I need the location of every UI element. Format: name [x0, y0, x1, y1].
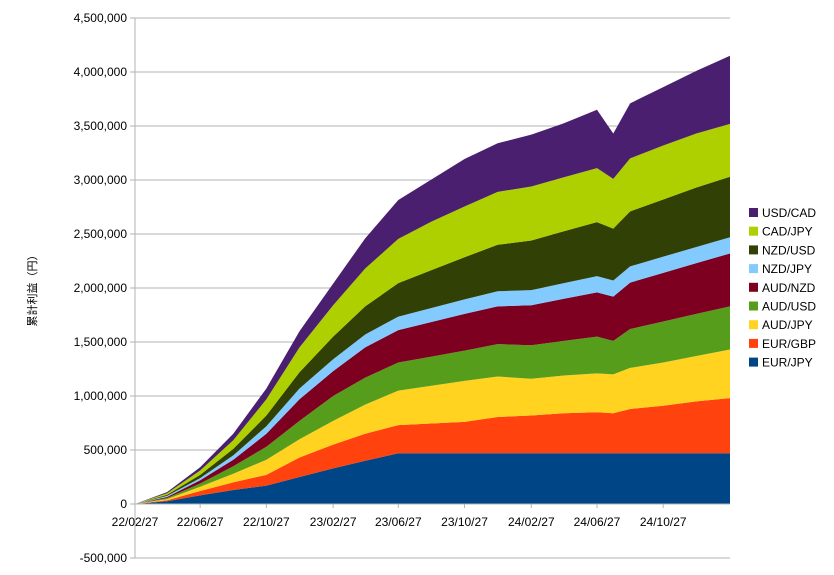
series-area-eur-gbp: [135, 398, 730, 504]
series-area-eur-jpy: [135, 453, 730, 504]
legend-item-nzd-jpy: NZD/JPY: [749, 262, 812, 276]
y-tick-label: 0: [120, 497, 127, 511]
x-tick-label: 22/02/27: [112, 515, 159, 529]
legend-item-nzd-usd: NZD/USD: [749, 243, 816, 257]
series-area-aud-nzd: [135, 253, 730, 504]
legend-item-aud-usd: AUD/USD: [749, 300, 816, 314]
legend-label: USD/CAD: [762, 206, 816, 220]
area-series-group: [135, 55, 730, 505]
y-tick-label: 3,500,000: [74, 119, 128, 133]
legend-swatch: [749, 357, 758, 367]
y-tick-label: 2,500,000: [74, 227, 128, 241]
series-area-aud-jpy: [135, 349, 730, 504]
legend-swatch: [749, 245, 758, 255]
x-tick-labels: 22/02/27 22/06/27 22/10/27 23/02/27 23/06/27…: [112, 504, 687, 529]
y-tick-label: 500,000: [84, 443, 128, 457]
legend-swatch: [749, 226, 758, 236]
x-tick-label: 24/10/27: [640, 515, 687, 529]
y-tick-label: 4,000,000: [74, 65, 128, 79]
legend-label: NZD/JPY: [762, 262, 812, 276]
legend-label: AUD/JPY: [762, 318, 813, 332]
legend-swatch: [749, 282, 758, 292]
series-area-nzd-jpy: [135, 237, 730, 505]
series-area-aud-usd: [135, 306, 730, 504]
legend-swatch: [749, 338, 758, 348]
legend-label: NZD/USD: [762, 243, 816, 257]
series-area-usd-cad: [135, 55, 730, 505]
x-tick-label: 24/02/27: [508, 515, 555, 529]
y-tick-label: 4,500,000: [74, 11, 128, 25]
y-tick-label: 2,000,000: [74, 281, 128, 295]
x-tick-label: 22/10/27: [243, 515, 290, 529]
x-tick-label: 23/02/27: [310, 515, 357, 529]
legend-label: EUR/GBP: [762, 337, 816, 351]
legend: USD/CAD CAD/JPY NZD/USD NZD/JPY AUD/NZD AUD/U…: [749, 206, 816, 370]
x-tick-label: 24/06/27: [574, 515, 621, 529]
legend-swatch: [749, 264, 758, 274]
legend-item-aud-nzd: AUD/NZD: [749, 281, 816, 295]
series-area-nzd-usd: [135, 176, 730, 504]
legend-label: AUD/USD: [762, 300, 816, 314]
legend-swatch: [749, 208, 758, 217]
x-tick-label: 23/10/27: [441, 515, 488, 529]
y-tick-label: 1,500,000: [74, 335, 128, 349]
x-tick-label: 22/06/27: [177, 515, 224, 529]
legend-label: CAD/JPY: [762, 225, 813, 239]
legend-item-eur-gbp: EUR/GBP: [749, 337, 816, 351]
y-tick-label: 1,000,000: [74, 389, 128, 403]
legend-label: EUR/JPY: [762, 356, 813, 370]
legend-swatch: [749, 301, 758, 311]
legend-label: AUD/NZD: [762, 281, 816, 295]
y-tick-labels: -500,000 0 500,000 1,000,000 1,500,000 2,000,…: [74, 11, 128, 565]
legend-item-aud-jpy: AUD/JPY: [749, 318, 813, 332]
legend-item-eur-jpy: EUR/JPY: [749, 356, 813, 370]
series-area-cad-jpy: [135, 123, 730, 504]
legend-item-cad-jpy: CAD/JPY: [749, 225, 813, 239]
legend-item-usd-cad: USD/CAD: [749, 206, 816, 220]
y-tick-label: 3,000,000: [74, 173, 128, 187]
y-axis-label: 累計利益（円）: [25, 250, 39, 327]
x-tick-label: 23/06/27: [375, 515, 422, 529]
y-tick-label: -500,000: [80, 551, 128, 565]
legend-swatch: [749, 320, 758, 330]
